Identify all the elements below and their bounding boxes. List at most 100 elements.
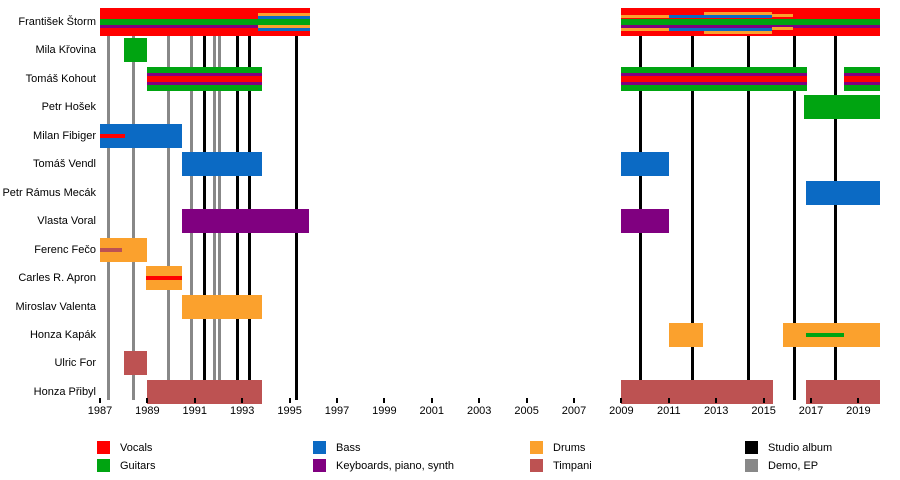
instrument-stripe xyxy=(147,72,263,76)
axis-tick xyxy=(193,398,196,403)
demo-ep-release-line xyxy=(166,8,170,400)
legend-color-swatch xyxy=(530,459,543,472)
legend-label: Demo, EP xyxy=(768,459,819,472)
axis-tick xyxy=(715,398,718,403)
legend-item: Bass xyxy=(313,441,360,454)
axis-tick-label: 1987 xyxy=(87,405,113,417)
axis-tick-label: 1999 xyxy=(372,405,397,417)
axis-tick-label: 1997 xyxy=(324,405,350,417)
member-instrument-bar xyxy=(621,8,880,36)
axis-tick-label: 1989 xyxy=(135,405,160,417)
member-instrument-bar xyxy=(100,8,310,36)
axis-tick xyxy=(383,398,386,403)
studio-album-release-line xyxy=(247,8,251,400)
instrument-stripe xyxy=(844,72,880,76)
axis-tick-label: 1995 xyxy=(277,405,302,417)
legend-label: Timpani xyxy=(553,459,592,472)
legend-item: Drums xyxy=(530,441,585,454)
axis-tick-label: 1991 xyxy=(182,405,208,417)
demo-ep-release-line xyxy=(106,8,110,400)
member-instrument-bar xyxy=(782,322,880,347)
legend-label: Bass xyxy=(336,441,361,454)
axis-tick-label: 2001 xyxy=(419,405,445,417)
axis-tick-label: 2019 xyxy=(846,405,871,417)
axis-tick-label: 2003 xyxy=(466,405,492,417)
studio-album-release-line xyxy=(691,8,694,400)
member-name-label: Ferenc Fečo xyxy=(34,243,96,256)
instrument-stripe xyxy=(100,133,125,138)
demo-ep-release-line xyxy=(218,8,222,400)
studio-album-release-line xyxy=(638,8,642,400)
studio-album-release-line xyxy=(746,8,750,400)
instrument-stripe xyxy=(668,15,705,18)
demo-ep-release-line xyxy=(132,8,136,400)
instrument-stripe xyxy=(258,13,310,16)
member-instrument-bar xyxy=(181,294,263,319)
member-instrument-bar xyxy=(100,237,148,262)
studio-album-release-line xyxy=(792,8,796,400)
member-instrument-bar xyxy=(147,379,263,404)
instrument-stripe xyxy=(621,28,669,31)
member-name-label: Petr Rámus Mecák xyxy=(2,186,96,199)
member-instrument-bar xyxy=(100,123,182,148)
instrument-stripe xyxy=(100,19,310,25)
member-name-label: František Štorm xyxy=(18,16,96,28)
member-name-label: Ulric For xyxy=(54,357,96,370)
member-instrument-bar xyxy=(806,379,880,404)
instrument-stripe xyxy=(844,81,880,85)
axis-tick xyxy=(762,398,765,403)
demo-ep-release-line xyxy=(189,8,193,400)
instrument-stripe xyxy=(621,15,669,18)
instrument-stripe xyxy=(621,19,880,25)
legend-color-swatch xyxy=(97,441,110,454)
instrument-stripe xyxy=(668,28,705,31)
studio-album-release-line xyxy=(235,8,239,400)
axis-tick-label: 1993 xyxy=(229,405,255,417)
instrument-stripe xyxy=(100,247,123,252)
axis-tick xyxy=(430,398,433,403)
axis-tick xyxy=(525,398,528,403)
axis-tick-label: 2005 xyxy=(514,405,539,417)
member-instrument-bar xyxy=(621,379,774,404)
legend-label: Keyboards, piano, synth xyxy=(336,459,455,472)
axis-tick xyxy=(99,398,101,403)
member-instrument-bar xyxy=(668,322,704,347)
axis-tick-label: 2013 xyxy=(703,405,729,417)
axis-tick-label: 2017 xyxy=(798,405,824,417)
instrument-stripe xyxy=(806,332,845,337)
legend-color-swatch xyxy=(745,441,758,454)
instrument-stripe xyxy=(621,25,880,28)
instrument-stripe xyxy=(844,75,880,82)
legend-item: Keyboards, piano, synth xyxy=(313,459,454,472)
member-instrument-bar xyxy=(181,209,309,234)
instrument-stripe xyxy=(100,25,259,28)
member-instrument-bar xyxy=(803,95,880,120)
member-name-label: Petr Hošek xyxy=(41,101,96,114)
axis-tick xyxy=(667,398,670,403)
member-instrument-bar xyxy=(123,351,148,376)
member-name-label: Milan Fibiger xyxy=(33,129,96,142)
instrument-stripe xyxy=(621,72,808,76)
axis-tick-label: 2015 xyxy=(751,405,776,417)
member-name-label: Honza Kapák xyxy=(29,328,96,341)
legend-item: Demo, EP xyxy=(745,459,818,472)
legend-color-swatch xyxy=(313,441,326,454)
axis-tick-label: 2007 xyxy=(561,405,587,417)
instrument-stripe xyxy=(621,81,808,85)
axis-tick xyxy=(810,398,812,403)
legend-color-swatch xyxy=(313,459,326,472)
axis-tick-label: 2011 xyxy=(656,405,681,417)
axis-tick xyxy=(288,398,291,403)
legend-label: Guitars xyxy=(120,459,156,472)
axis-tick xyxy=(857,398,860,403)
instrument-stripe xyxy=(704,31,772,34)
axis-tick xyxy=(573,398,575,403)
legend-item: Guitars xyxy=(97,459,155,472)
member-instrument-bar xyxy=(147,66,263,91)
member-name-label: Vlasta Voral xyxy=(37,215,96,228)
member-instrument-bar xyxy=(146,266,182,291)
axis-tick xyxy=(620,398,623,403)
member-name-label: Honza Přibyl xyxy=(33,385,96,398)
member-instrument-bar xyxy=(621,209,669,234)
